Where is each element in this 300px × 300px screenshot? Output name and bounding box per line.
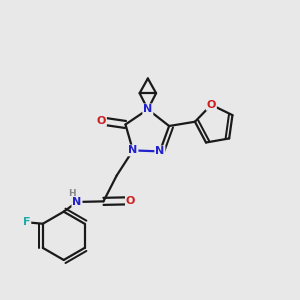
Text: O: O xyxy=(126,196,135,206)
Text: O: O xyxy=(97,116,106,126)
Text: H: H xyxy=(68,189,76,198)
Text: N: N xyxy=(72,197,82,207)
Text: N: N xyxy=(143,104,152,114)
Text: O: O xyxy=(207,100,216,110)
Text: F: F xyxy=(23,217,30,227)
Text: N: N xyxy=(128,146,137,155)
Text: N: N xyxy=(155,146,164,156)
